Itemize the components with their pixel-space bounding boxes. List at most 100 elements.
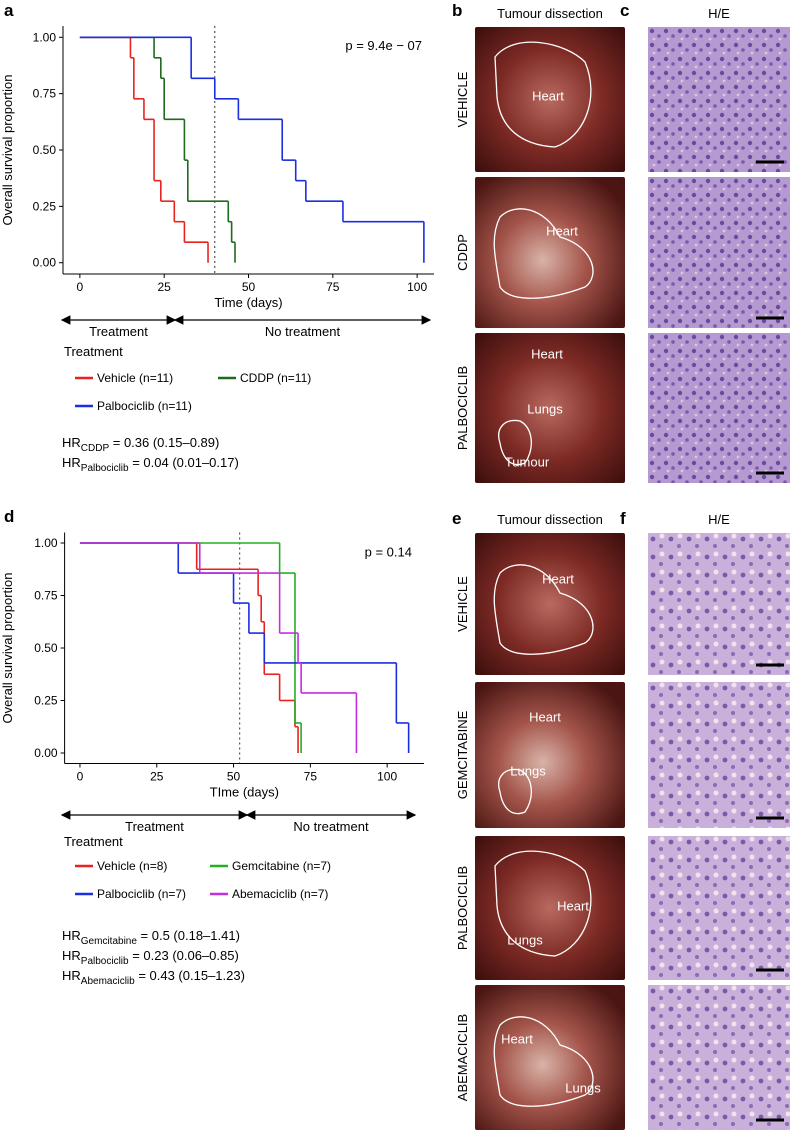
column-title: H/E — [708, 6, 730, 21]
photo-background — [475, 985, 625, 1130]
column-title: Tumour dissection — [497, 512, 603, 527]
hr-subscript: CDDP — [81, 443, 110, 454]
organ-label: Heart — [557, 898, 589, 913]
column-title: H/E — [708, 512, 730, 527]
photo-background — [475, 27, 625, 172]
dissection-photo — [475, 27, 625, 172]
phase-label: Treatment — [125, 819, 184, 834]
x-tick-label: 50 — [227, 770, 241, 784]
x-tick-label: 25 — [150, 770, 164, 784]
organ-label: Heart — [529, 709, 561, 724]
phase-label: No treatment — [293, 819, 369, 834]
tumour-outline — [493, 208, 594, 299]
legend-title: Treatment — [64, 344, 123, 359]
histology-photo — [648, 682, 790, 828]
histology-background — [648, 985, 790, 1130]
hr-label: HR — [62, 455, 81, 470]
legend-label: Palbociclib (n=11) — [97, 399, 192, 413]
y-axis-label: Overall survival proportion — [0, 572, 15, 723]
hr-value: = 0.04 (0.01–0.17) — [129, 455, 239, 470]
y-tick-label: 0.00 — [34, 746, 58, 760]
photo-background — [475, 682, 625, 828]
histology-photo — [648, 836, 790, 980]
tumour-outline — [494, 850, 592, 957]
histology-background — [648, 27, 790, 172]
tumour-outline — [494, 41, 592, 148]
hr-value: = 0.5 (0.18–1.41) — [137, 928, 240, 943]
histology-background — [648, 177, 790, 328]
x-tick-label: 75 — [304, 770, 318, 784]
histology-photo — [648, 333, 790, 483]
hr-label: HR — [62, 928, 81, 943]
organ-label: Heart — [501, 1031, 533, 1046]
row-label: ABEMACICLIB — [455, 1014, 470, 1101]
hr-subscript: Gemcitabine — [81, 936, 138, 947]
x-tick-label: 25 — [158, 280, 172, 294]
x-tick-label: 75 — [326, 280, 340, 294]
histology-photo — [648, 27, 790, 172]
panel-letter: e — [452, 509, 461, 528]
hr-subscript: Palbociclib — [81, 463, 129, 474]
dissection-photo — [475, 836, 625, 980]
organ-label: Lungs — [527, 401, 563, 416]
hazard-ratio: HRGemcitabine = 0.5 (0.18–1.41) — [62, 928, 240, 947]
row-label: GEMCITABINE — [455, 710, 470, 799]
hr-subscript: Palbociclib — [81, 956, 129, 967]
x-axis-label: Time (days) — [214, 295, 282, 310]
organ-label: Heart — [542, 571, 574, 586]
p-value: p = 9.4e − 07 — [345, 38, 422, 53]
panel-letter: a — [4, 1, 14, 20]
legend-label: Vehicle (n=11) — [97, 371, 173, 385]
x-tick-label: 100 — [407, 280, 427, 294]
histology-photo — [648, 533, 790, 675]
y-tick-label: 1.00 — [34, 536, 58, 550]
dissection-photo — [475, 177, 625, 328]
hr-value: = 0.23 (0.06–0.85) — [129, 948, 239, 963]
dissection-photo — [475, 985, 625, 1130]
hr-value: = 0.36 (0.15–0.89) — [109, 435, 219, 450]
y-tick-label: 0.50 — [34, 641, 58, 655]
x-tick-label: 100 — [377, 770, 397, 784]
histology-photo — [648, 177, 790, 328]
y-tick-label: 0.50 — [33, 143, 57, 157]
x-tick-label: 0 — [77, 770, 84, 784]
phase-label: No treatment — [265, 324, 341, 339]
organ-label: Tumour — [505, 454, 550, 469]
y-tick-label: 0.75 — [33, 87, 57, 101]
photo-background — [475, 333, 625, 483]
row-label: VEHICLE — [455, 71, 470, 127]
y-tick-label: 0.75 — [34, 589, 58, 603]
tumour-outline — [498, 419, 532, 466]
phase-label: Treatment — [89, 324, 148, 339]
organ-label: Lungs — [510, 763, 546, 778]
panel-letter: f — [620, 509, 626, 528]
row-label: CDDP — [455, 234, 470, 271]
y-axis-label: Overall survival proportion — [0, 74, 15, 225]
legend-label: Palbociclib (n=7) — [97, 887, 186, 901]
hr-label: HR — [62, 435, 81, 450]
histology-background — [648, 836, 790, 980]
hr-label: HR — [62, 968, 81, 983]
panel-letter: c — [620, 1, 629, 20]
hazard-ratio: HRAbemaciclib = 0.43 (0.15–1.23) — [62, 968, 245, 987]
tumour-outline — [493, 564, 594, 655]
dissection-photo — [475, 682, 625, 828]
legend-label: Abemaciclib (n=7) — [232, 887, 328, 901]
y-tick-label: 0.25 — [34, 694, 58, 708]
y-tick-label: 0.00 — [33, 256, 57, 270]
histology-background — [648, 533, 790, 675]
hazard-ratio: HRCDDP = 0.36 (0.15–0.89) — [62, 435, 219, 454]
histology-photo — [648, 985, 790, 1130]
x-axis-label: TIme (days) — [210, 785, 279, 800]
organ-label: Heart — [546, 223, 578, 238]
legend-label: Vehicle (n=8) — [97, 859, 167, 873]
hazard-ratio: HRPalbociclib = 0.04 (0.01–0.17) — [62, 455, 239, 474]
x-tick-label: 50 — [242, 280, 256, 294]
histology-background — [648, 333, 790, 483]
tumour-outline — [493, 1016, 594, 1107]
legend-title: Treatment — [64, 834, 123, 849]
hr-subscript: Abemaciclib — [81, 976, 135, 987]
histology-background — [648, 682, 790, 828]
organ-label: Lungs — [507, 932, 543, 947]
